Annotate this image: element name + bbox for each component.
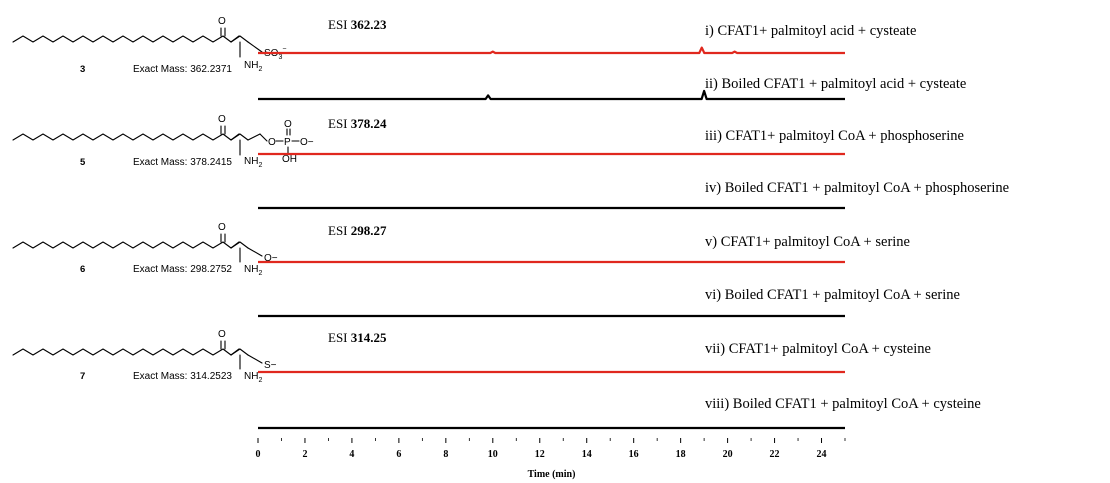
subscript: 2 <box>258 162 262 169</box>
x-tick-label: 4 <box>349 449 354 460</box>
esi-value: 314.25 <box>351 330 387 345</box>
x-tick-label: 12 <box>535 449 545 460</box>
x-tick-label: 2 <box>302 449 307 460</box>
compound-6-head-group: O− <box>264 253 278 264</box>
esi-label-4: ESI 314.25 <box>328 330 387 345</box>
compound-7-chain <box>12 348 240 356</box>
trace-label-2: ii) Boiled CFAT1 + palmitoyl acid + cyst… <box>705 76 966 92</box>
compound-7-number: 7 <box>80 371 85 382</box>
compound-6-exact-mass: Exact Mass: 298.2752 <box>133 264 232 275</box>
compound-5-alpha-bond <box>230 133 249 141</box>
compound-5-o-minus: O− <box>300 137 314 148</box>
compound-6-chain <box>12 241 240 249</box>
x-tick-label: 14 <box>582 449 592 460</box>
x-tick-label: 24 <box>817 449 827 460</box>
subscript: 2 <box>258 270 262 277</box>
x-tick-label: 10 <box>488 449 498 460</box>
compound-5-o-bond <box>259 133 268 142</box>
trace-label-4: iv) Boiled CFAT1 + palmitoyl CoA + phosp… <box>705 180 1009 196</box>
compound-5-carbonyl-o: O <box>218 114 226 125</box>
compound-7-alpha-bond <box>230 348 249 356</box>
compound-6-side-bond <box>247 247 263 257</box>
trace-1 <box>258 46 845 55</box>
trace-label-3: iii) CFAT1+ palmitoyl CoA + phosphoserin… <box>705 128 964 144</box>
compound-5-ch2-bond <box>247 133 261 141</box>
compound-6-amine: NH2 <box>244 264 262 277</box>
compound-3-exact-mass: Exact Mass: 362.2371 <box>133 64 232 75</box>
compound-7-carbonyl-o: O <box>218 329 226 340</box>
esi-prefix: ESI <box>328 116 348 131</box>
compound-7-amine: NH2 <box>244 371 262 384</box>
x-tick-label: 8 <box>443 449 448 460</box>
x-tick-label: 16 <box>629 449 639 460</box>
compound-5-o-top: O <box>284 119 292 130</box>
compound-5-phosphorus: P <box>284 137 291 148</box>
compound-5-o-link: O <box>268 137 276 148</box>
esi-prefix: ESI <box>328 223 348 238</box>
compound-5-number: 5 <box>80 157 86 168</box>
compound-5-exact-mass: Exact Mass: 378.2415 <box>133 157 232 168</box>
trace-label-5: v) CFAT1+ palmitoyl CoA + serine <box>705 234 910 250</box>
compound-5-amine: NH2 <box>244 156 262 169</box>
trace-label-7: vii) CFAT1+ palmitoyl CoA + cysteine <box>705 341 931 357</box>
compound-5-oh: OH <box>282 154 297 165</box>
compound-7-head-group: S− <box>264 360 277 371</box>
trace-2 <box>258 89 845 101</box>
compound-6-alpha-bond <box>230 241 249 249</box>
x-tick-label: 18 <box>676 449 686 460</box>
x-axis-label: Time (min) <box>528 469 576 480</box>
compound-3-amine: NH2 <box>244 60 262 73</box>
esi-label-3: ESI 298.27 <box>328 223 387 238</box>
compound-3-side-bond <box>247 41 263 53</box>
esi-label-2: ESI 378.24 <box>328 116 387 131</box>
subscript: 3 <box>278 54 282 61</box>
compound-6-number: 6 <box>80 264 85 275</box>
compound-5-structure: O NH2 O P O O− OH <box>12 114 314 169</box>
compound-3-number: 3 <box>80 64 85 75</box>
esi-value: 378.24 <box>351 116 387 131</box>
compound-6-structure: O NH2 O− <box>12 222 278 277</box>
subscript: 2 <box>258 66 262 73</box>
trace-label-6: vi) Boiled CFAT1 + palmitoyl CoA + serin… <box>705 287 960 303</box>
compound-7-structure: O NH2 S− <box>12 329 277 384</box>
esi-prefix: ESI <box>328 330 348 345</box>
superscript: − <box>282 46 286 53</box>
x-tick-label: 0 <box>256 449 261 460</box>
esi-value: 298.27 <box>351 223 387 238</box>
compound-3-alpha-bond <box>230 35 249 43</box>
compound-5-chain <box>12 133 240 141</box>
trace-label-8: viii) Boiled CFAT1 + palmitoyl CoA + cys… <box>705 396 981 412</box>
trace-label-1: i) CFAT1+ palmitoyl acid + cysteate <box>705 23 916 39</box>
trace-group: i) CFAT1+ palmitoyl acid + cysteate ii) B… <box>258 23 1009 430</box>
compound-7-exact-mass: Exact Mass: 314.2523 <box>133 371 232 382</box>
x-tick-label: 6 <box>396 449 401 460</box>
x-tick-label: 20 <box>723 449 733 460</box>
esi-label-1: ESI 362.23 <box>328 17 387 32</box>
x-tick-label: 22 <box>770 449 780 460</box>
compound-6-carbonyl-o: O <box>218 222 226 233</box>
compound-3-carbonyl-o: O <box>218 16 226 27</box>
subscript: 2 <box>258 377 262 384</box>
esi-prefix: ESI <box>328 17 348 32</box>
esi-value: 362.23 <box>351 17 387 32</box>
compound-3-chain <box>12 35 240 43</box>
compound-7-side-bond <box>247 354 263 364</box>
